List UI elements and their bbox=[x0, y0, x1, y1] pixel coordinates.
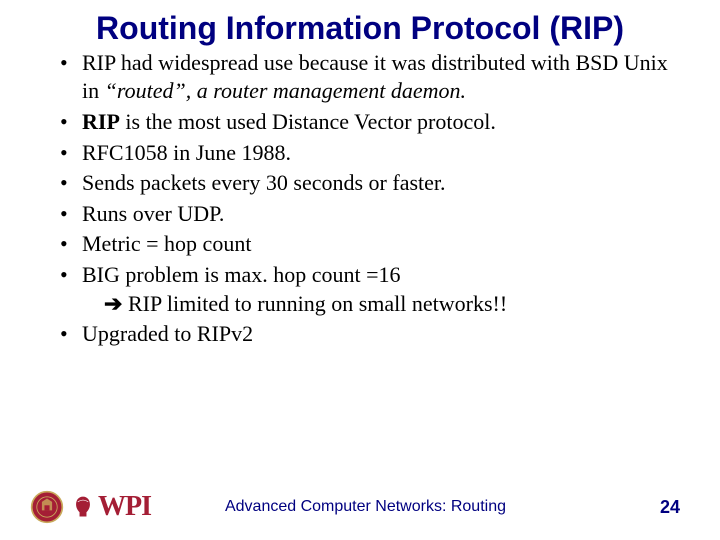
bullet-text: Runs over UDP. bbox=[82, 201, 224, 226]
bullet-item: Metric = hop count bbox=[60, 230, 680, 259]
footer-course-title: Advanced Computer Networks: Routing bbox=[71, 498, 660, 516]
bullet-item: Sends packets every 30 seconds or faster… bbox=[60, 169, 680, 198]
bullet-text: is the most used Distance Vector protoco… bbox=[120, 109, 496, 134]
bullet-text: Metric = hop count bbox=[82, 231, 251, 256]
footer: WPI Advanced Computer Networks: Routing … bbox=[0, 490, 720, 524]
bullet-item: RFC1058 in June 1988. bbox=[60, 139, 680, 168]
bullet-item: BIG problem is max. hop count =16 ➔ RIP … bbox=[60, 261, 680, 318]
bullet-subline: ➔ RIP limited to running on small networ… bbox=[82, 290, 680, 319]
university-seal-icon bbox=[30, 490, 64, 524]
page-number: 24 bbox=[660, 497, 680, 518]
bullet-text: Upgraded to RIPv2 bbox=[82, 321, 253, 346]
slide-title: Routing Information Protocol (RIP) bbox=[40, 10, 680, 47]
arrow-icon: ➔ bbox=[104, 291, 122, 316]
bullet-item: RIP is the most used Distance Vector pro… bbox=[60, 108, 680, 137]
bullet-subtext: RIP limited to running on small networks… bbox=[122, 291, 507, 316]
bullet-item: Runs over UDP. bbox=[60, 200, 680, 229]
bullet-bold: RIP bbox=[82, 109, 120, 134]
bullet-italic: “routed”, a router management daemon. bbox=[105, 78, 466, 103]
bullet-text: BIG problem is max. hop count =16 bbox=[82, 262, 401, 287]
bullet-text: RFC1058 in June 1988. bbox=[82, 140, 291, 165]
bullet-text: Sends packets every 30 seconds or faster… bbox=[82, 170, 446, 195]
bullet-item: RIP had widespread use because it was di… bbox=[60, 49, 680, 106]
slide-container: Routing Information Protocol (RIP) RIP h… bbox=[0, 0, 720, 540]
bullet-item: Upgraded to RIPv2 bbox=[60, 320, 680, 349]
bullet-list: RIP had widespread use because it was di… bbox=[40, 49, 680, 349]
